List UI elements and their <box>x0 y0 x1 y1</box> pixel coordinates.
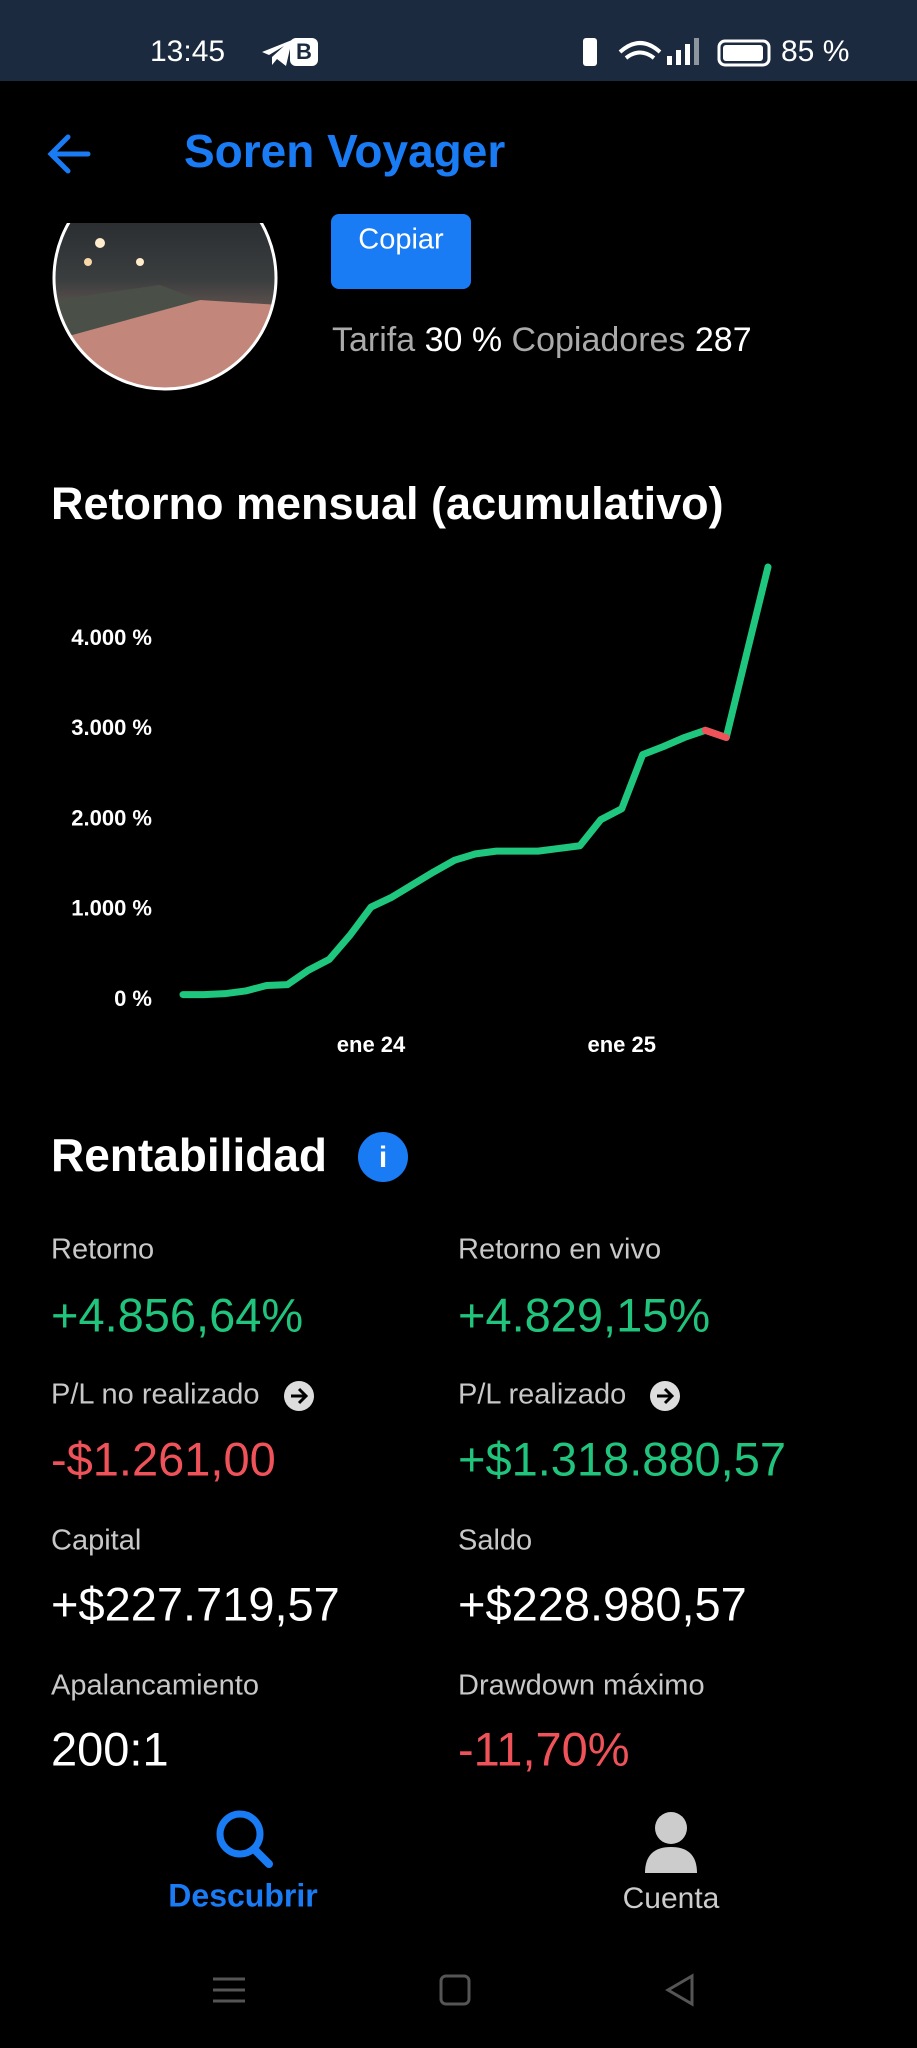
stat-label: Retorno <box>51 1234 154 1266</box>
stat-value: +$227.719,57 <box>51 1577 340 1630</box>
app-icon-glyph: B <box>296 39 312 64</box>
stat-label: P/L no realizado <box>51 1379 260 1411</box>
open-button[interactable] <box>650 1381 680 1411</box>
open-button[interactable] <box>284 1381 314 1411</box>
bottom-nav <box>0 1785 917 2048</box>
y-tick-label: 3.000 % <box>71 715 152 740</box>
discover-tab[interactable]: Descubrir <box>168 1810 318 1913</box>
back-key[interactable] <box>665 1973 694 2007</box>
battery-icon <box>717 39 771 67</box>
copiers: 287 <box>695 321 752 359</box>
stat-value: +4.829,15% <box>458 1288 710 1341</box>
info-button[interactable] <box>358 1132 408 1182</box>
stat-label: Drawdown máximo <box>458 1670 705 1702</box>
x-tick-label: ene 24 <box>337 1032 406 1057</box>
line <box>179 563 772 999</box>
stat-label: Capital <box>51 1525 141 1557</box>
chart-title: Retorno mensual (acumulativo) <box>51 478 724 529</box>
copiers-label: Copiadores <box>512 321 686 359</box>
back-button[interactable] <box>47 134 91 174</box>
copy-button-label[interactable]: Copiar <box>358 224 444 256</box>
status-battery: 85 % <box>781 35 849 68</box>
account-label[interactable]: Cuenta <box>623 1882 720 1915</box>
stat-value: 200:1 <box>51 1722 169 1775</box>
down-segment <box>701 726 730 741</box>
stat-value: +$228.980,57 <box>458 1577 747 1630</box>
stat-label: Apalancamiento <box>51 1670 259 1702</box>
section-title: Rentabilidad <box>51 1129 327 1181</box>
y-tick-label: 1.000 % <box>71 896 152 921</box>
profile-stats: Tarifa 30 % Copiadores 287 <box>332 321 752 359</box>
wifi-icon <box>618 41 662 60</box>
copy-button[interactable] <box>331 214 471 289</box>
header-title: Soren Voyager <box>184 125 505 177</box>
chart: 0 % 1.000 % 2.000 % 3.000 % 4.000 % ene 24 ene… <box>71 563 772 1057</box>
home-key[interactable] <box>439 1974 471 2006</box>
discover-label[interactable]: Descubrir <box>168 1877 317 1913</box>
battery-level <box>723 45 763 61</box>
info-icon[interactable]: i <box>379 1141 387 1174</box>
stat-label: Retorno en vivo <box>458 1234 661 1266</box>
y-tick-label: 0 % <box>114 986 152 1011</box>
signal-icon <box>667 38 699 65</box>
stat-value: +4.856,64% <box>51 1288 303 1341</box>
stat-label: Saldo <box>458 1525 532 1557</box>
menu-key[interactable] <box>213 1977 245 2003</box>
status-time: 13:45 <box>150 35 225 68</box>
stat-value: +$1.318.880,57 <box>458 1432 786 1485</box>
fee-label: Tarifa <box>332 321 415 359</box>
y-tick-label: 2.000 % <box>71 805 152 830</box>
status-bar <box>0 0 917 81</box>
telegram-icon <box>262 40 292 66</box>
vibrate-icon <box>583 38 597 66</box>
stat-label: P/L realizado <box>458 1379 626 1411</box>
account-tab[interactable]: Cuenta <box>623 1812 720 1915</box>
app-icon <box>290 38 318 66</box>
stat-value: -11,70% <box>458 1722 630 1775</box>
x-tick-label: ene 25 <box>588 1032 657 1057</box>
fee: 30 % <box>425 321 503 359</box>
y-tick-label: 4.000 % <box>71 625 152 650</box>
stat-value: -$1.261,00 <box>51 1432 276 1485</box>
